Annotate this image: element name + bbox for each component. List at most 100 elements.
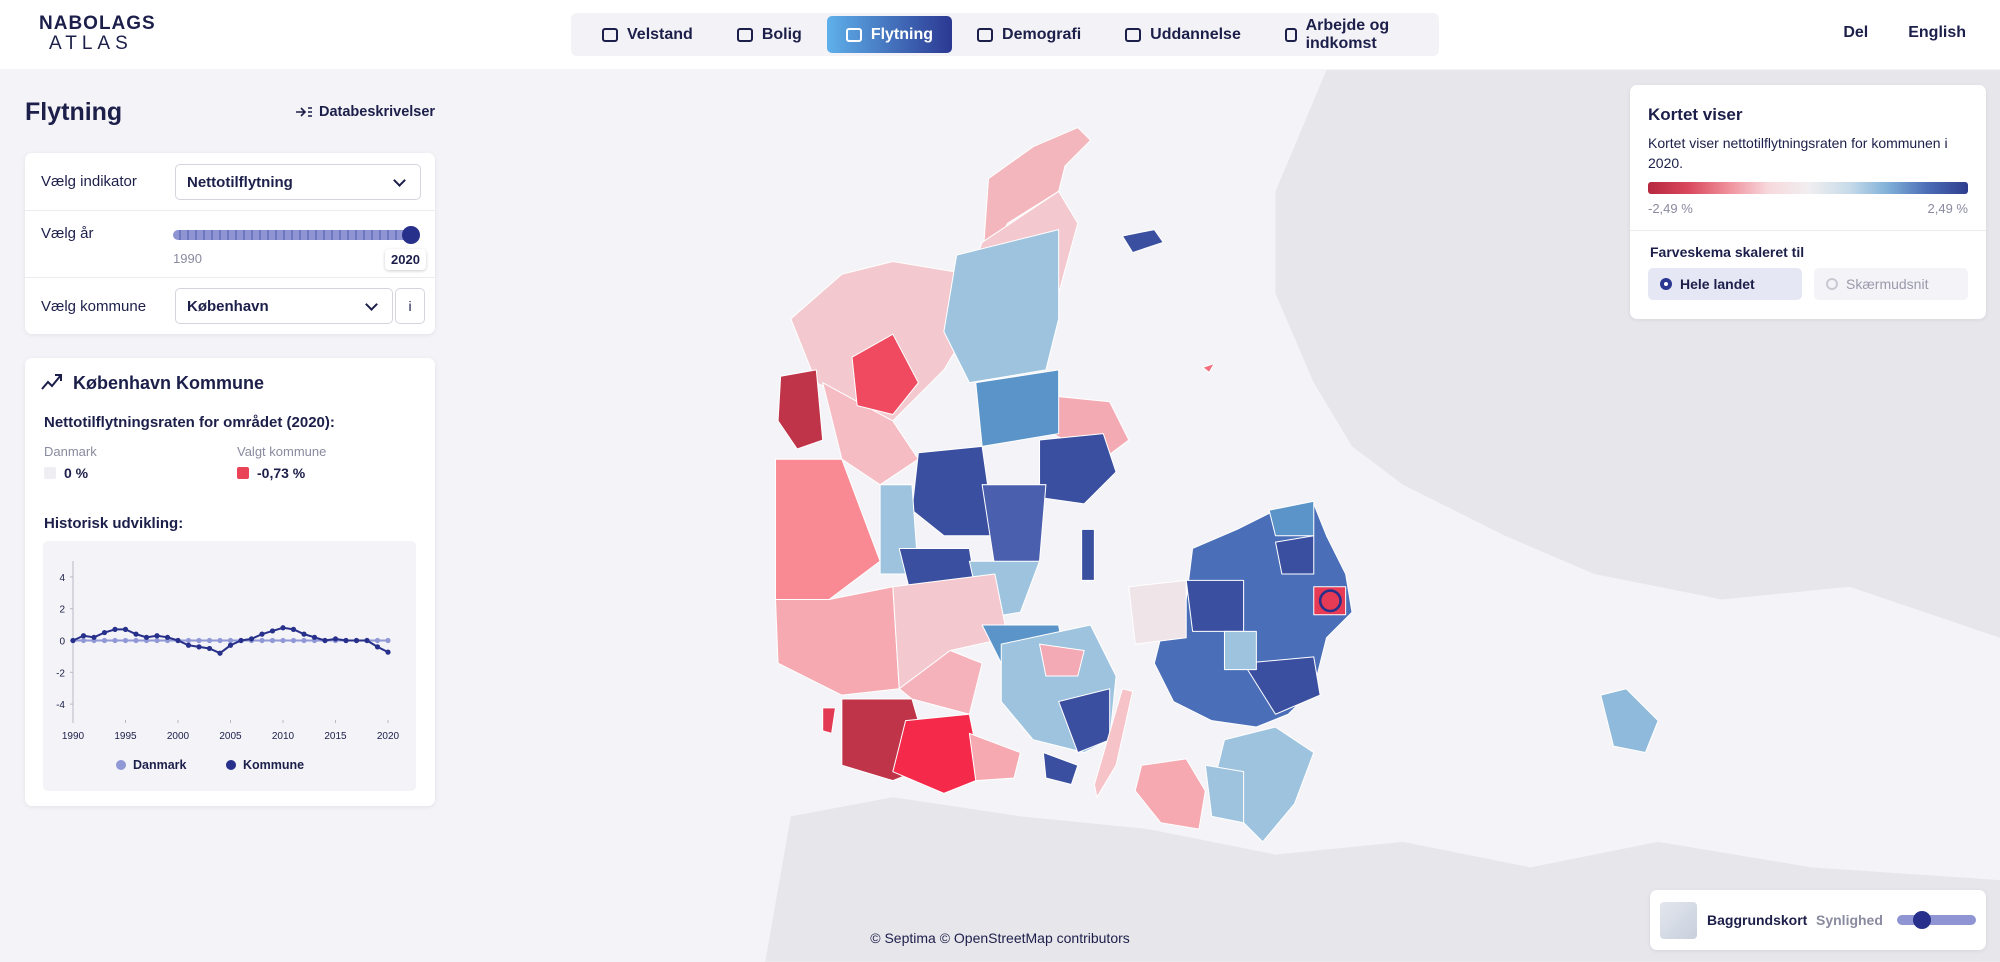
municipality[interactable]: [822, 707, 836, 734]
data-point: [122, 626, 129, 632]
municipality[interactable]: [975, 369, 1060, 447]
municipality-row: Vælg kommune København i: [25, 278, 435, 334]
scale-option[interactable]: Skærmudsnit: [1814, 268, 1968, 300]
opacity-slider[interactable]: [1897, 915, 1976, 925]
municipality[interactable]: [1128, 579, 1187, 645]
data-point: [280, 625, 286, 631]
data-point: [353, 637, 360, 644]
logo[interactable]: NABOLAGS ATLAS: [23, 14, 156, 54]
scale-option[interactable]: Hele landet: [1648, 268, 1802, 300]
municipality[interactable]: [777, 369, 824, 450]
municipality[interactable]: [774, 458, 881, 600]
nav-item[interactable]: Velstand: [583, 16, 712, 53]
municipality[interactable]: [1185, 579, 1245, 632]
data-description-link[interactable]: Databeskrivelser: [295, 104, 435, 120]
nav-item[interactable]: Uddannelse: [1106, 16, 1260, 53]
nav-item[interactable]: Arbejde og indkomst: [1266, 16, 1427, 53]
data-point: [164, 634, 171, 640]
icon: [845, 27, 862, 42]
municipality[interactable]: [1039, 643, 1085, 677]
data-point: [112, 626, 118, 632]
municipality-select[interactable]: København: [175, 288, 393, 324]
municipality[interactable]: [981, 127, 1092, 269]
top-bar: NABOLAGS ATLAS Velstand Bolig Flytning Demo…: [0, 0, 2000, 69]
language-link[interactable]: English: [1908, 24, 1966, 41]
municipality[interactable]: [898, 649, 983, 715]
history-label: Historisk udvikling:: [44, 515, 184, 532]
municipality[interactable]: [1318, 589, 1342, 613]
municipality[interactable]: [822, 382, 919, 486]
icon: [736, 27, 753, 42]
nav-item[interactable]: Flytning: [826, 16, 953, 53]
nav-item[interactable]: Bolig: [718, 16, 821, 53]
municipality[interactable]: [892, 713, 983, 794]
municipality[interactable]: [1042, 752, 1079, 785]
nav-item[interactable]: Demografi: [958, 16, 1100, 53]
municipality[interactable]: [1093, 688, 1134, 798]
x-tick-label: 2005: [219, 731, 242, 742]
data-point: [133, 631, 139, 637]
stat-value: -0,73 %: [237, 465, 305, 481]
y-tick-label: -4: [56, 700, 65, 711]
section-title: Flytning: [25, 98, 123, 126]
data-point: [143, 634, 150, 640]
municipality[interactable]: [851, 333, 919, 416]
data-point: [290, 626, 297, 632]
data-point: [364, 637, 370, 644]
year-slider[interactable]: [173, 230, 411, 240]
icon: [977, 27, 994, 42]
data-point: [101, 637, 108, 644]
municipality[interactable]: [1121, 229, 1164, 254]
icon: [1284, 27, 1297, 42]
basemap-control: Baggrundskort Synlighed: [1650, 890, 1986, 950]
opacity-label: Synlighed: [1816, 912, 1883, 928]
data-point: [248, 636, 255, 642]
share-link[interactable]: Del: [1843, 24, 1869, 41]
municipality[interactable]: [1223, 630, 1257, 671]
opacity-slider-knob[interactable]: [1913, 911, 1931, 929]
municipality[interactable]: [1202, 363, 1215, 373]
x-tick-label: 2020: [377, 731, 400, 742]
municipality[interactable]: [1600, 688, 1659, 754]
data-point: [280, 637, 286, 644]
data-point: [122, 637, 129, 644]
data-point: [227, 637, 234, 644]
data-point: [175, 637, 181, 644]
data-point: [374, 637, 381, 644]
data-point: [259, 631, 265, 637]
data-point: [259, 637, 265, 644]
municipality[interactable]: [943, 229, 1060, 384]
data-point: [227, 642, 234, 648]
year-slider-knob[interactable]: [402, 226, 420, 244]
data-point: [154, 633, 160, 639]
municipality[interactable]: [892, 573, 1009, 690]
data-point: [80, 637, 87, 644]
data-point: [238, 637, 244, 644]
icon: [602, 27, 618, 42]
data-point: [217, 650, 223, 656]
municipality[interactable]: [1081, 528, 1095, 581]
y-tick-label: -2: [56, 668, 65, 679]
data-point: [91, 634, 97, 640]
indicator-select[interactable]: Nettotilflytning: [175, 164, 421, 200]
icon: [296, 107, 312, 117]
nav-label: Bolig: [761, 25, 802, 43]
divider: [1630, 230, 1986, 231]
scale-max-label: 2,49 %: [1927, 201, 1968, 216]
legend-marker: [226, 760, 236, 770]
y-tick-label: 0: [59, 637, 65, 648]
legend-label: Kommune: [243, 758, 304, 772]
municipality[interactable]: [968, 732, 1021, 782]
x-tick-label: 1995: [114, 731, 137, 742]
municipality[interactable]: [1243, 656, 1321, 715]
nav-label: Demografi: [1002, 25, 1082, 43]
info-button[interactable]: i: [395, 288, 425, 324]
municipality[interactable]: [1204, 764, 1245, 824]
municipality[interactable]: [1134, 758, 1206, 830]
year-row: Vælg år 1990 2020: [25, 211, 435, 278]
x-tick-label: 2000: [167, 731, 190, 742]
municipality[interactable]: [1274, 535, 1315, 575]
basemap-thumbnail[interactable]: [1660, 902, 1697, 939]
map-legend: Kortet viser Kortet viser nettotilflytni…: [1630, 85, 1986, 319]
